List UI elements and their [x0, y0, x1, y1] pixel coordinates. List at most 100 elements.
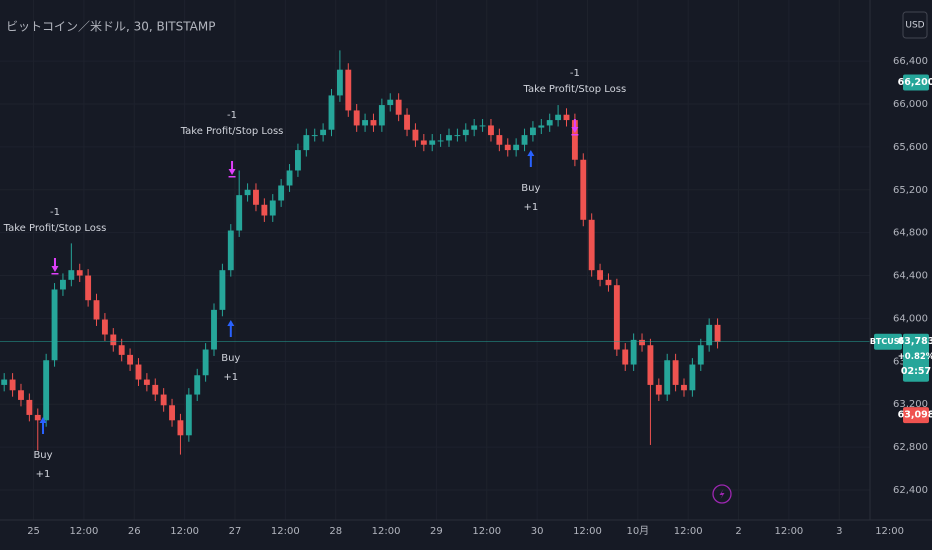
low-badge-label: 63,098	[898, 410, 932, 421]
symbol-badge	[874, 333, 902, 350]
candle-body	[580, 159, 587, 220]
signal-qty: +1	[523, 202, 538, 213]
candle-body	[462, 129, 469, 136]
candle-body	[613, 285, 620, 350]
candle-body	[34, 414, 41, 421]
candle-body	[362, 120, 369, 126]
x-tick-label: 27	[229, 526, 242, 537]
candle-body	[597, 270, 604, 280]
plot: Buy +1 Take Profit/Stop Loss -1 Buy +1 Take Pr…	[0, 50, 870, 480]
candle-body	[529, 127, 536, 136]
candle-body	[202, 349, 209, 376]
candle-body	[639, 339, 645, 346]
symbol-label: BTCUSD	[870, 337, 907, 346]
candle-body	[1, 379, 8, 385]
x-tick-label: 28	[329, 526, 342, 537]
candle-body	[605, 279, 612, 286]
x-tick-label: 12:00	[774, 526, 803, 537]
candle-body	[320, 129, 327, 136]
candle-body	[538, 125, 545, 128]
candle-body	[488, 125, 494, 136]
x-tick-label: 12:00	[573, 526, 602, 537]
candle-body	[127, 354, 134, 365]
signal-label: Take Profit/Stop Loss	[523, 84, 627, 95]
currency-label[interactable]: USD	[905, 21, 924, 31]
candle-body	[160, 394, 167, 406]
candle-body	[269, 200, 276, 216]
x-tick-label: 25	[27, 526, 40, 537]
candle-body	[211, 309, 217, 350]
signal-label: Take Profit/Stop Loss	[3, 223, 107, 234]
candle-body	[236, 195, 243, 231]
candle-body	[253, 189, 259, 205]
y-tick-label: 64,000	[893, 313, 928, 324]
candle-body	[378, 105, 385, 126]
candle-body	[18, 390, 24, 400]
candle-body	[370, 120, 377, 126]
x-tick-label: 12:00	[674, 526, 703, 537]
candle-body	[219, 270, 226, 310]
x-tick-label: 29	[430, 526, 443, 537]
last-price-change: +0.82%	[898, 352, 932, 362]
y-tick-label: 65,200	[893, 185, 928, 196]
sell-arrow	[571, 118, 579, 136]
candle-body	[244, 189, 251, 196]
candle-body	[286, 170, 293, 186]
buy-arrow	[527, 149, 535, 167]
candle-body	[227, 230, 234, 271]
x-tick-label: 26	[128, 526, 141, 537]
last-price-badge	[903, 333, 929, 382]
x-tick-label: 12:00	[70, 526, 99, 537]
x-tick-label: 12:00	[875, 526, 904, 537]
candle-body	[345, 69, 352, 111]
candle-body	[387, 99, 394, 106]
x-tick-label: 30	[531, 526, 544, 537]
y-tick-label: 64,400	[893, 271, 928, 282]
candle-body	[504, 144, 511, 151]
signal-label: Take Profit/Stop Loss	[180, 126, 284, 137]
candle-body	[110, 334, 117, 346]
candle-body	[420, 140, 427, 145]
candle-body	[471, 125, 478, 130]
candle-body	[546, 120, 553, 126]
candle-body	[43, 360, 50, 421]
candle-body	[588, 219, 595, 271]
chart-title: ビットコイン／米ドル, 30, BITSTAMP	[6, 20, 215, 34]
candle-body	[697, 345, 704, 365]
signal-qty: +1	[36, 469, 51, 480]
candle-body	[446, 135, 452, 141]
candle-body	[664, 360, 671, 395]
candle-body	[672, 360, 679, 385]
candle-body	[647, 345, 654, 385]
currency-button[interactable]	[902, 11, 928, 39]
candle-body	[143, 379, 150, 385]
candle-body	[68, 270, 75, 280]
candle-body	[85, 275, 92, 301]
signal-qty: +1	[223, 372, 238, 383]
signal-label: Buy	[33, 450, 52, 461]
y-tick-label: 62,400	[893, 485, 928, 496]
signal-label: Buy	[521, 183, 540, 194]
candle-body	[714, 324, 721, 342]
candle-body	[26, 399, 33, 415]
candle-body	[689, 364, 696, 391]
x-tick-label: 12:00	[271, 526, 300, 537]
candle-body	[185, 394, 192, 436]
candle-body	[336, 69, 343, 96]
candle-body	[118, 345, 125, 355]
candle-body	[328, 95, 335, 130]
candle-body	[706, 324, 713, 346]
grid	[0, 0, 870, 520]
x-tick-label: 3	[836, 526, 842, 537]
signal-qty: -1	[227, 110, 237, 121]
x-tick-label: 12:00	[472, 526, 501, 537]
low-badge	[903, 407, 929, 424]
candle-body	[152, 384, 159, 395]
x-tick-label: 2	[735, 526, 741, 537]
signal-label: Buy	[221, 353, 240, 364]
candle-body	[101, 319, 108, 335]
candle-body	[60, 279, 66, 290]
candle-body	[681, 384, 687, 391]
